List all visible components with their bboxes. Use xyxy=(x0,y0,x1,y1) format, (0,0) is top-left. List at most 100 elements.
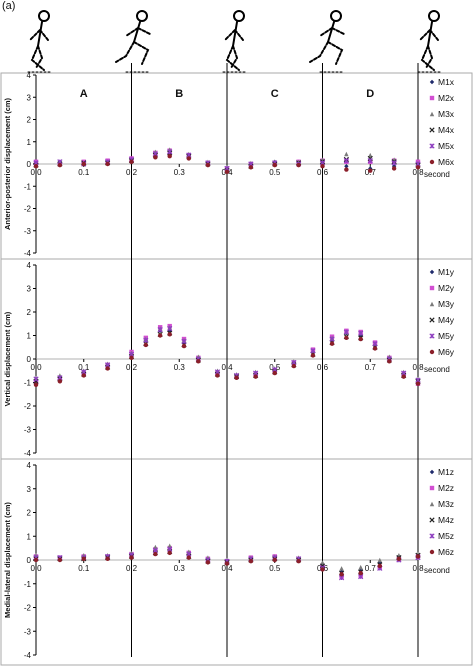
stick-figure-icon xyxy=(417,10,443,73)
data-point xyxy=(415,554,421,559)
data-point xyxy=(81,556,86,562)
y-tick-label: 4 xyxy=(27,71,32,80)
data-point xyxy=(344,151,349,157)
figure-label: (a) xyxy=(2,0,16,12)
stick-figure-head xyxy=(330,10,342,22)
stick-figure-icon xyxy=(222,10,248,73)
data-point xyxy=(153,551,158,557)
legend-label: M6y xyxy=(438,347,455,357)
legend-label: M4y xyxy=(438,315,455,325)
data-point xyxy=(339,572,344,577)
chart-panel-2: 43210-1-2-3-40.00.10.20.30.40.50.60.70.8… xyxy=(3,253,455,458)
stick-figure-legs xyxy=(225,45,240,71)
data-point xyxy=(344,164,349,169)
x-tick-label: 0.1 xyxy=(78,564,90,573)
data-point xyxy=(33,380,39,385)
stick-figure-icon xyxy=(309,10,345,73)
data-point xyxy=(320,560,325,565)
y-tick-label: -3 xyxy=(24,627,32,636)
legend-entry: M5x xyxy=(429,141,455,151)
data-point xyxy=(310,348,316,354)
legend-label: M2z xyxy=(438,483,454,493)
data-point xyxy=(272,162,277,168)
x-tick-label: 0.3 xyxy=(174,168,186,177)
legend-label: M2x xyxy=(438,93,455,103)
phase-label: D xyxy=(366,88,374,100)
data-point xyxy=(129,355,134,361)
phase-label: B xyxy=(175,88,183,100)
y-tick-label: 4 xyxy=(27,461,32,470)
data-point xyxy=(372,346,378,351)
data-point xyxy=(429,485,435,491)
data-point xyxy=(429,111,435,117)
data-point xyxy=(296,162,301,168)
data-point xyxy=(429,127,435,133)
y-axis-label: Vertical displacement (cm) xyxy=(3,311,12,406)
legend-label: M5y xyxy=(438,331,455,341)
data-point xyxy=(167,332,172,337)
x-tick-label: 0.0 xyxy=(30,564,42,573)
y-tick-label: -1 xyxy=(24,379,32,388)
data-point xyxy=(429,333,435,339)
data-point xyxy=(248,558,254,564)
stick-figure-legs xyxy=(115,41,150,65)
data-point xyxy=(401,374,406,379)
y-axis-label: Anterior-posterior displacement (cm) xyxy=(3,97,12,230)
data-point xyxy=(248,165,254,170)
y-tick-label: -2 xyxy=(24,402,32,411)
data-point xyxy=(253,374,258,379)
data-point xyxy=(105,161,110,167)
data-point xyxy=(33,557,39,563)
legend-entry: M6y xyxy=(429,347,455,357)
stick-figure-head xyxy=(233,10,245,22)
legend-label: M4z xyxy=(438,515,454,525)
data-point xyxy=(391,160,397,166)
x-unit-label: second xyxy=(424,566,450,575)
data-point xyxy=(81,159,86,164)
data-point xyxy=(157,333,163,338)
data-point xyxy=(153,155,158,160)
legend-entry: M1z xyxy=(429,467,454,477)
y-tick-label: -3 xyxy=(24,426,32,435)
chart-panel-3: 43210-1-2-3-40.00.10.20.30.40.50.60.70.8… xyxy=(3,453,454,660)
legend-entry: M5z xyxy=(429,531,454,541)
data-point xyxy=(196,359,201,364)
data-point xyxy=(234,375,239,380)
data-point xyxy=(429,285,435,291)
data-point xyxy=(429,143,435,149)
data-point xyxy=(81,161,86,167)
y-tick-label: -2 xyxy=(24,205,32,214)
legend-entry: M4z xyxy=(429,515,454,525)
legend-label: M5z xyxy=(438,531,454,541)
stick-figure-legs xyxy=(309,41,344,65)
legend-entry: M1y xyxy=(429,267,455,277)
y-tick-label: 2 xyxy=(27,509,32,518)
chart-panel-1: 43210-1-2-3-40.00.10.20.30.40.50.60.70.8… xyxy=(3,63,455,258)
y-tick-label: 3 xyxy=(27,485,32,494)
data-point xyxy=(320,567,325,572)
y-tick-label: 3 xyxy=(27,285,32,294)
stick-figure-legs xyxy=(30,45,45,71)
stick-figure-head xyxy=(136,10,148,22)
series-M6x xyxy=(33,154,421,174)
stick-figure-icon xyxy=(115,10,151,73)
x-tick-label: 0.0 xyxy=(30,363,42,372)
x-tick-label: 0.5 xyxy=(269,168,281,177)
legend-label: M5x xyxy=(438,141,455,151)
legend-entry: M2y xyxy=(429,283,455,293)
data-point xyxy=(81,373,86,378)
data-point xyxy=(186,555,191,560)
data-point xyxy=(377,563,382,569)
series-M6z xyxy=(33,550,421,577)
legend-label: M3z xyxy=(438,499,454,509)
legend-entry: M2z xyxy=(429,483,454,493)
legend-entry: M3y xyxy=(429,299,455,309)
phase-label: A xyxy=(80,88,88,100)
data-point xyxy=(33,376,39,382)
data-point xyxy=(224,561,230,566)
y-tick-label: 0 xyxy=(27,355,32,364)
data-point xyxy=(157,327,163,333)
x-tick-label: 0.3 xyxy=(174,564,186,573)
legend-entry: M4y xyxy=(429,315,455,325)
